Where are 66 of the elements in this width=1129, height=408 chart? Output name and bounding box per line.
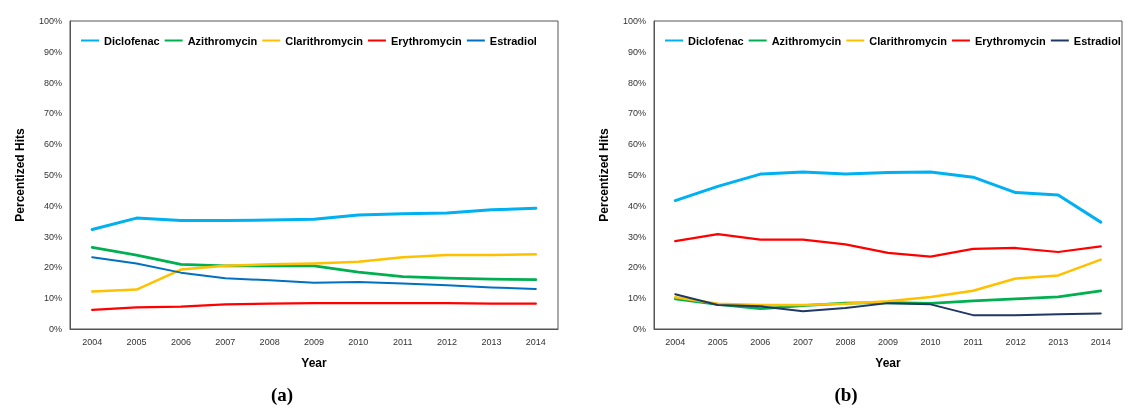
x-tick-label: 2005	[126, 336, 147, 347]
legend-label: Estradiol	[1073, 34, 1121, 47]
legend-label: Erythromycin	[974, 34, 1047, 47]
y-tick-label: 50%	[627, 170, 646, 180]
y-tick-label: 20%	[627, 262, 646, 273]
y-tick-label: 10%	[43, 293, 62, 304]
line-series	[91, 302, 537, 312]
y-tick-label: 90%	[627, 46, 646, 57]
legend-label: Estradiol	[489, 34, 537, 47]
text: (b)	[834, 384, 858, 406]
y-tick-label: 80%	[627, 77, 646, 88]
x-tick-label: 2007	[215, 336, 236, 347]
y-tick-label: 20%	[43, 262, 62, 273]
y-tick-label: 80%	[43, 77, 62, 88]
x-tick-label: 2008	[835, 336, 856, 347]
x-axis-title: Year	[875, 356, 902, 370]
x-tick-label: 2005	[707, 336, 728, 347]
x-tick-label: 2009	[877, 336, 899, 347]
y-tick-label: 30%	[43, 231, 62, 242]
y-axis-title: Percentized Hits	[13, 128, 27, 222]
x-tick-label: 2011	[393, 336, 413, 347]
x-tick-label: 2004	[665, 336, 686, 347]
y-tick-label: 40%	[627, 200, 646, 211]
x-tick-label: 2011	[963, 336, 983, 347]
y-tick-label: 100%	[38, 16, 62, 26]
legend-label: Diclofenac	[688, 34, 744, 47]
y-tick-label: 50%	[43, 170, 62, 180]
legend-label: Diclofenac	[104, 34, 160, 47]
line-series	[674, 293, 1102, 317]
legend-label: Clarithromycin	[285, 34, 364, 47]
x-tick-label: 2010	[348, 336, 369, 347]
legend-label: Erythromycin	[390, 34, 463, 47]
legend-label: Azithromycin	[187, 34, 258, 47]
y-tick-label: 0%	[632, 324, 646, 334]
line-series	[673, 170, 1103, 224]
x-axis-title: Year	[301, 356, 328, 370]
y-tick-label: 60%	[627, 139, 646, 150]
x-tick-label: 2008	[259, 336, 280, 347]
y-tick-label: 90%	[43, 46, 62, 57]
x-tick-label: 2012	[1005, 336, 1026, 347]
line-series	[674, 233, 1102, 258]
x-tick-label: 2004	[82, 336, 103, 347]
x-tick-label: 2006	[170, 336, 191, 347]
x-tick-label: 2009	[303, 336, 325, 347]
x-tick-label: 2007	[792, 336, 813, 347]
y-tick-label: 60%	[43, 139, 62, 150]
x-tick-label: 2014	[1090, 336, 1111, 347]
x-tick-label: 2012	[437, 336, 458, 347]
legend-label: Clarithromycin	[869, 34, 948, 47]
x-tick-label: 2013	[1048, 336, 1069, 347]
y-axis-title: Percentized Hits	[597, 128, 611, 222]
y-tick-label: 70%	[627, 108, 646, 119]
y-tick-label: 70%	[43, 108, 62, 119]
legend-label: Azithromycin	[771, 34, 842, 47]
x-tick-label: 2010	[920, 336, 941, 347]
line-series	[674, 258, 1102, 307]
y-tick-label: 40%	[43, 200, 62, 211]
text: (a)	[270, 384, 294, 406]
x-tick-label: 2006	[750, 336, 771, 347]
y-tick-label: 30%	[627, 231, 646, 242]
y-tick-label: 100%	[622, 16, 646, 26]
x-tick-label: 2014	[525, 336, 546, 347]
x-tick-label: 2013	[481, 336, 502, 347]
line-series	[90, 206, 538, 232]
y-tick-label: 10%	[627, 293, 646, 304]
y-tick-label: 0%	[48, 324, 62, 334]
